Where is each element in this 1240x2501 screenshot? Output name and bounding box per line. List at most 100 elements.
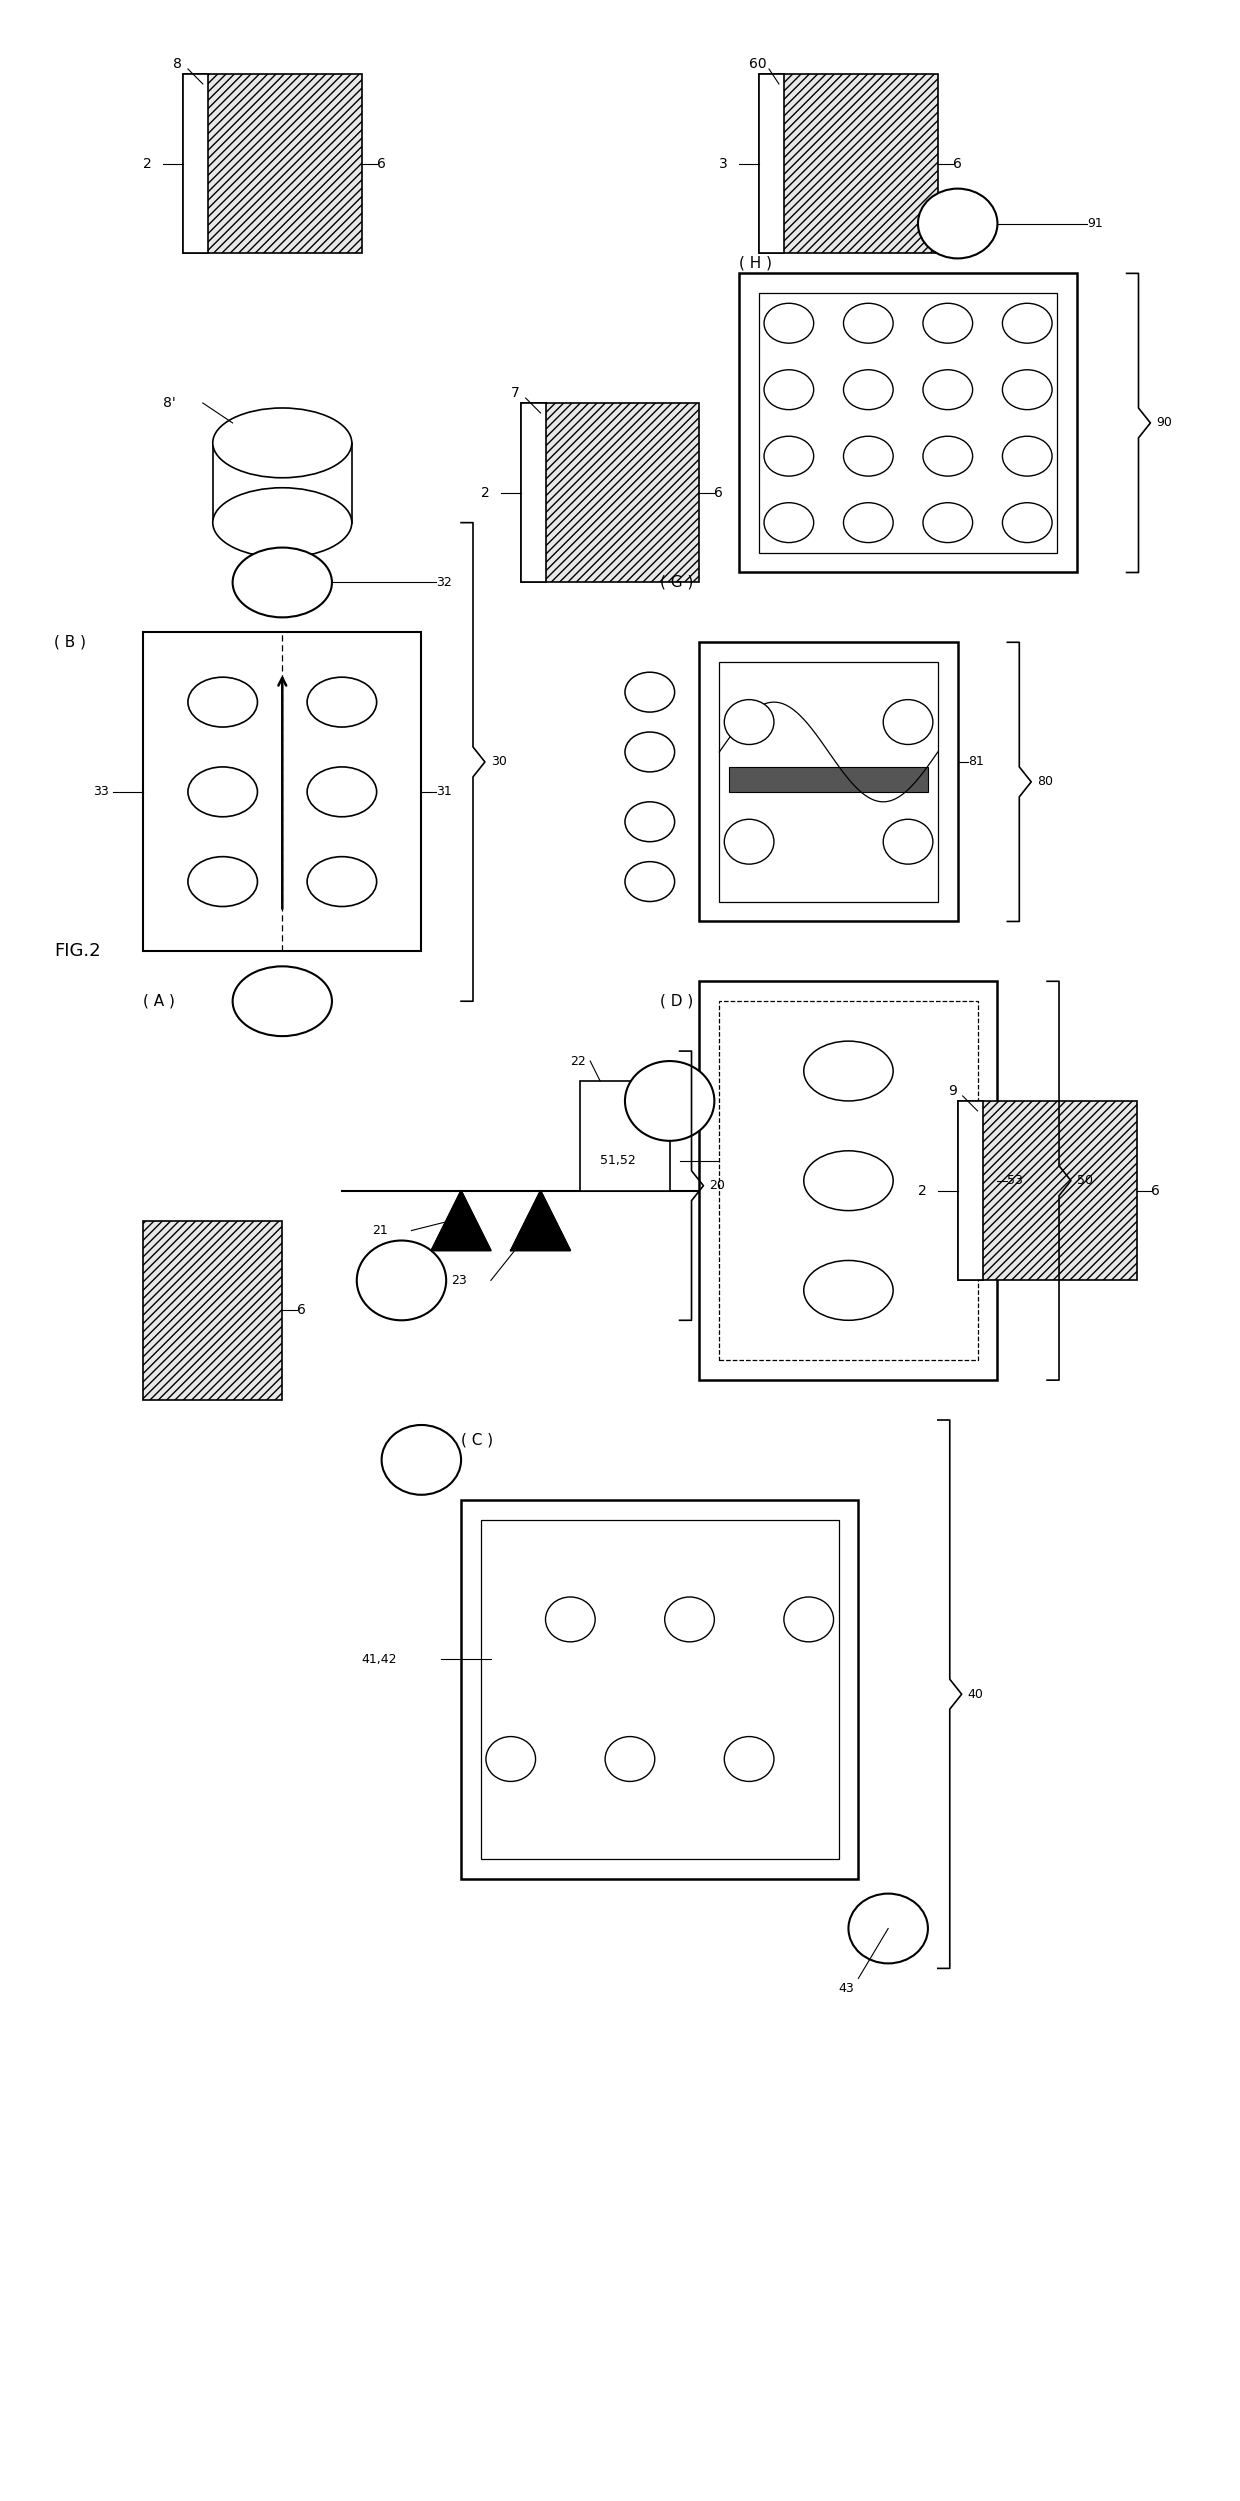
Bar xyxy=(729,768,928,793)
Text: 81: 81 xyxy=(967,755,983,768)
Ellipse shape xyxy=(308,768,377,818)
Text: ( B ): ( B ) xyxy=(53,635,86,650)
Ellipse shape xyxy=(625,1060,714,1140)
Text: 30: 30 xyxy=(491,755,507,768)
Text: 23: 23 xyxy=(451,1273,467,1288)
Text: 8': 8' xyxy=(164,395,176,410)
Text: 33: 33 xyxy=(93,785,109,798)
Text: ( H ): ( H ) xyxy=(739,255,773,270)
Ellipse shape xyxy=(724,700,774,745)
Bar xyxy=(699,980,997,1381)
Bar xyxy=(719,1000,977,1361)
Ellipse shape xyxy=(625,733,675,773)
Text: 2: 2 xyxy=(481,485,490,500)
Bar xyxy=(481,1521,838,1858)
Text: 6: 6 xyxy=(377,158,386,170)
Text: 9: 9 xyxy=(947,1083,956,1098)
Ellipse shape xyxy=(883,700,932,745)
Ellipse shape xyxy=(1002,370,1052,410)
Ellipse shape xyxy=(213,408,352,478)
Text: 8: 8 xyxy=(174,58,182,70)
Bar xyxy=(957,1100,982,1281)
Text: 6: 6 xyxy=(298,1303,306,1318)
Bar xyxy=(184,75,362,253)
Ellipse shape xyxy=(625,673,675,713)
Text: 20: 20 xyxy=(709,1178,725,1193)
Ellipse shape xyxy=(546,1598,595,1641)
Ellipse shape xyxy=(233,548,332,618)
Bar xyxy=(759,293,1056,553)
Text: 90: 90 xyxy=(1157,418,1172,430)
Bar xyxy=(759,75,937,253)
Bar xyxy=(580,1080,670,1190)
Ellipse shape xyxy=(188,768,258,818)
Ellipse shape xyxy=(357,1240,446,1321)
Ellipse shape xyxy=(923,370,972,410)
Ellipse shape xyxy=(665,1598,714,1641)
Ellipse shape xyxy=(923,503,972,543)
Ellipse shape xyxy=(1002,435,1052,475)
Bar xyxy=(719,663,937,900)
Text: 6: 6 xyxy=(952,158,962,170)
Bar xyxy=(521,403,699,583)
Text: 41,42: 41,42 xyxy=(362,1653,397,1666)
Text: FIG.2: FIG.2 xyxy=(53,943,100,960)
Ellipse shape xyxy=(605,1736,655,1781)
Ellipse shape xyxy=(804,1261,893,1321)
Bar xyxy=(461,1501,858,1878)
Text: 21: 21 xyxy=(372,1223,387,1238)
Ellipse shape xyxy=(883,820,932,865)
Ellipse shape xyxy=(764,303,813,343)
Bar xyxy=(759,75,784,253)
Text: 51,52: 51,52 xyxy=(600,1155,636,1168)
Text: 3: 3 xyxy=(719,158,728,170)
Text: 22: 22 xyxy=(570,1055,587,1068)
Text: 40: 40 xyxy=(967,1688,983,1701)
Bar xyxy=(144,1220,283,1401)
Ellipse shape xyxy=(764,435,813,475)
Text: 80: 80 xyxy=(1037,775,1053,788)
Text: ( D ): ( D ) xyxy=(660,993,693,1008)
Text: 43: 43 xyxy=(838,1981,854,1996)
Ellipse shape xyxy=(923,303,972,343)
Ellipse shape xyxy=(486,1736,536,1781)
Text: 31: 31 xyxy=(436,785,453,798)
Bar xyxy=(521,403,546,583)
Text: 60: 60 xyxy=(749,58,766,70)
Text: ( A ): ( A ) xyxy=(144,993,175,1008)
Ellipse shape xyxy=(625,863,675,900)
Ellipse shape xyxy=(308,678,377,728)
Text: 7: 7 xyxy=(511,385,520,400)
Ellipse shape xyxy=(784,1598,833,1641)
Ellipse shape xyxy=(724,820,774,865)
Text: 53: 53 xyxy=(1007,1173,1023,1188)
Ellipse shape xyxy=(308,858,377,905)
Ellipse shape xyxy=(1002,503,1052,543)
Polygon shape xyxy=(432,1190,491,1250)
Text: 32: 32 xyxy=(436,575,453,588)
Text: 2: 2 xyxy=(144,158,153,170)
Ellipse shape xyxy=(188,678,258,728)
Ellipse shape xyxy=(843,370,893,410)
Ellipse shape xyxy=(1002,303,1052,343)
Polygon shape xyxy=(511,1190,570,1250)
Text: ( G ): ( G ) xyxy=(660,575,693,590)
Ellipse shape xyxy=(764,503,813,543)
Ellipse shape xyxy=(843,435,893,475)
Ellipse shape xyxy=(804,1150,893,1210)
Ellipse shape xyxy=(918,188,997,258)
Bar xyxy=(739,273,1076,573)
Ellipse shape xyxy=(625,803,675,843)
Ellipse shape xyxy=(213,488,352,558)
Bar xyxy=(699,643,957,920)
Text: 50: 50 xyxy=(1076,1173,1092,1188)
Ellipse shape xyxy=(764,370,813,410)
Text: 2: 2 xyxy=(918,1183,926,1198)
Ellipse shape xyxy=(843,503,893,543)
Ellipse shape xyxy=(188,858,258,905)
Bar xyxy=(957,1100,1137,1281)
Ellipse shape xyxy=(848,1893,928,1963)
Ellipse shape xyxy=(923,435,972,475)
Ellipse shape xyxy=(233,965,332,1035)
Ellipse shape xyxy=(382,1426,461,1496)
